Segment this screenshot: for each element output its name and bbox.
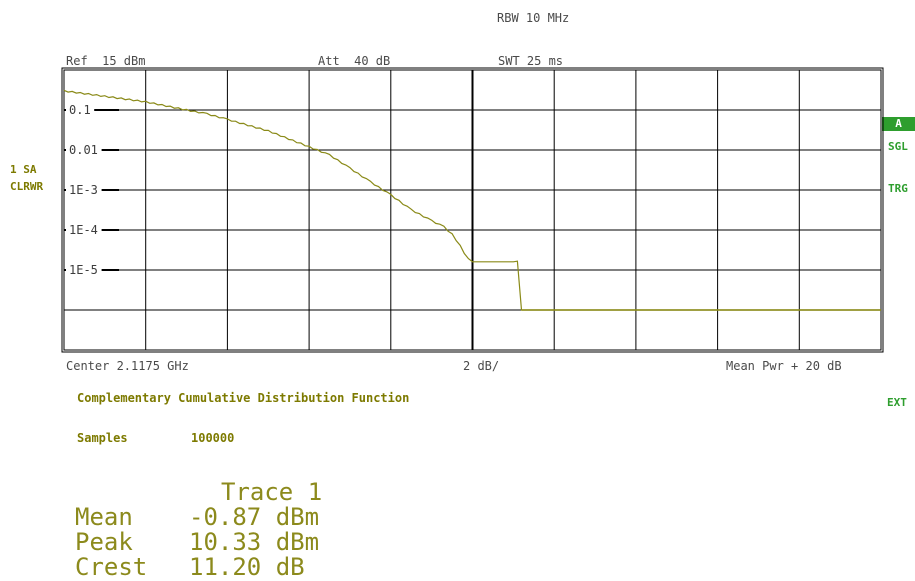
scale-label: 2 dB/ bbox=[463, 359, 500, 373]
center-frequency-label: Center 2.1175 GHz bbox=[66, 359, 189, 373]
samples-label: Samples bbox=[77, 431, 128, 445]
trace-mode-label: CLRWR bbox=[10, 180, 44, 193]
result-crest-value: 11.20 dB bbox=[189, 553, 305, 581]
ref-level-label: Ref 15 dBm bbox=[66, 54, 146, 68]
tick-label-bg bbox=[66, 182, 102, 197]
y-tick-label: 1E-4 bbox=[69, 223, 98, 237]
attenuation-label: Att 40 dB bbox=[318, 54, 391, 68]
result-peak-value: 10.33 dBm bbox=[189, 528, 320, 556]
plot-frame-outer bbox=[61, 67, 884, 353]
result-peak-label: Peak bbox=[75, 528, 133, 556]
rbw-label: RBW 10 MHz bbox=[497, 11, 570, 25]
indicator-trg: TRG bbox=[888, 182, 908, 195]
tick-label-bg bbox=[66, 102, 95, 117]
tick-label-bg bbox=[66, 222, 102, 237]
results-heading: Trace 1 bbox=[221, 478, 323, 506]
result-crest-label: Crest bbox=[75, 553, 148, 581]
sweep-time-label: SWT 25 ms bbox=[498, 54, 564, 68]
samples-value: 100000 bbox=[191, 431, 235, 445]
indicator-ext: EXT bbox=[887, 396, 907, 409]
y-tick-label: 0.1 bbox=[69, 103, 91, 117]
result-mean-label: Mean bbox=[75, 503, 133, 531]
trace-number-label: 1 SA bbox=[10, 163, 37, 176]
result-mean-value: -0.87 dBm bbox=[189, 503, 320, 531]
indicator-a: A bbox=[882, 117, 915, 131]
tick-label-bg bbox=[66, 262, 102, 277]
indicator-sgl: SGL bbox=[888, 140, 908, 153]
y-tick-label: 0.01 bbox=[69, 143, 98, 157]
x-range-label: Mean Pwr + 20 dB bbox=[726, 359, 842, 373]
tick-label-bg bbox=[66, 142, 102, 157]
function-title: Complementary Cumulative Distribution Fu… bbox=[77, 391, 410, 405]
y-tick-label: 1E-5 bbox=[69, 263, 98, 277]
y-tick-label: 1E-3 bbox=[69, 183, 98, 197]
